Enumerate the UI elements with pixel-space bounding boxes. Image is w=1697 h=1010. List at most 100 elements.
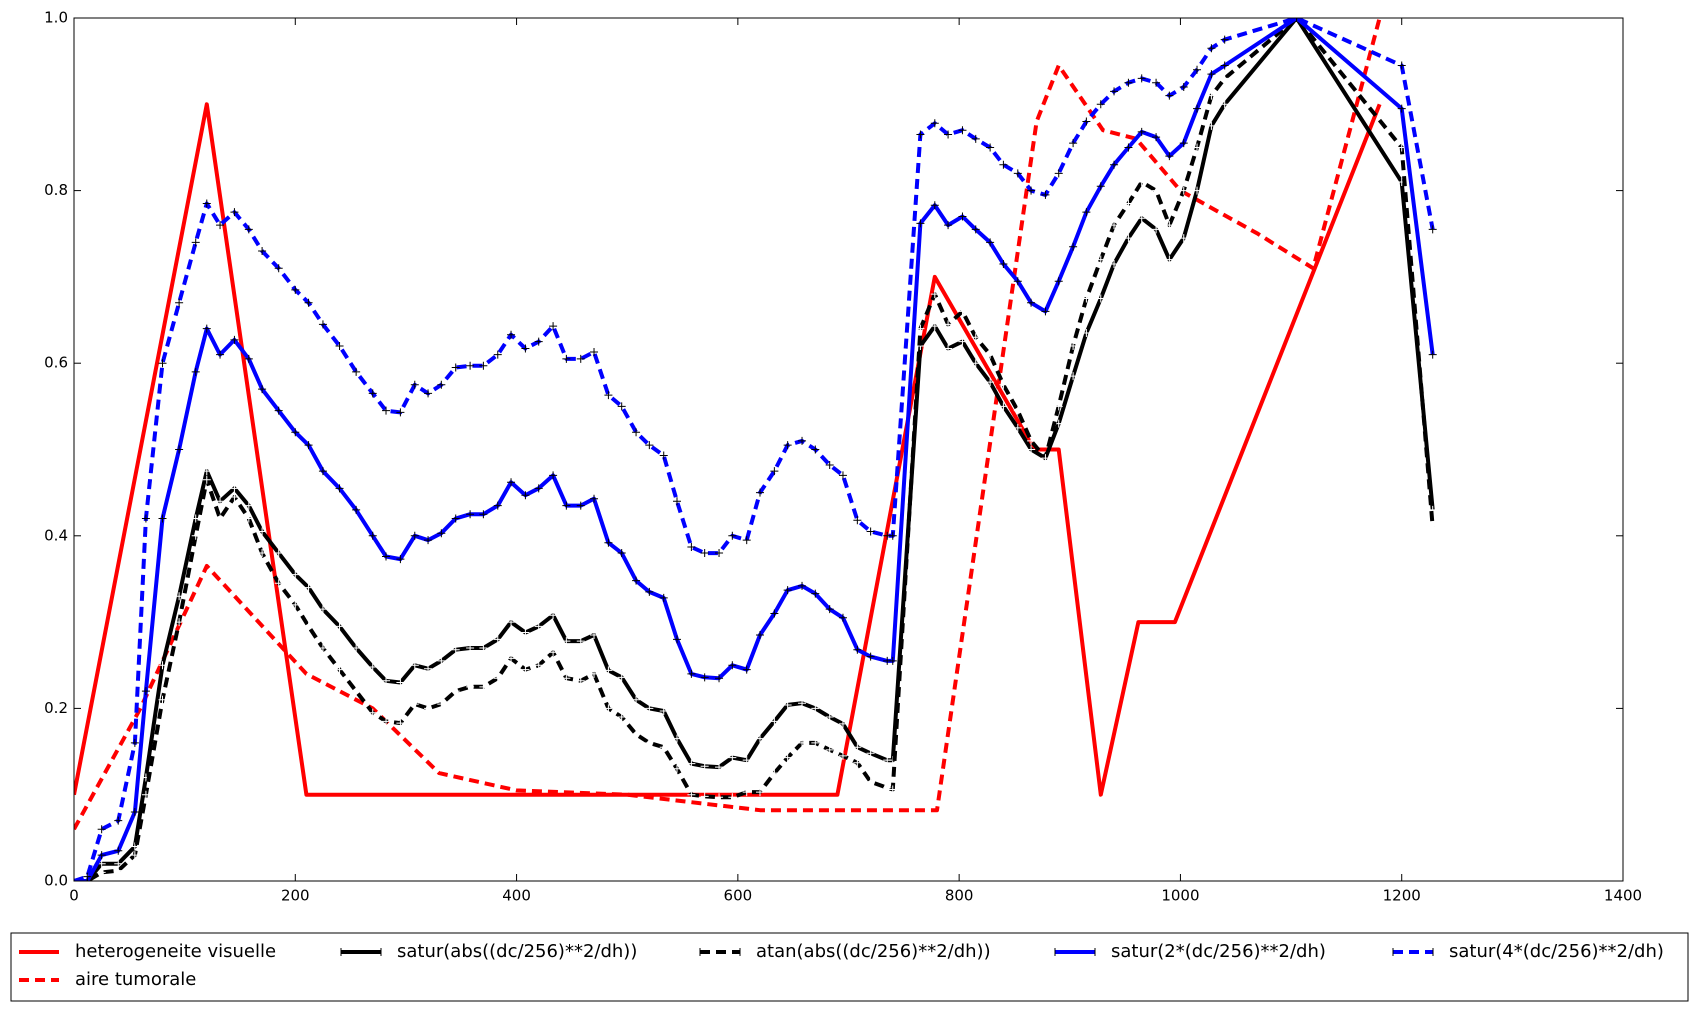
point-marker <box>352 687 361 696</box>
point-marker <box>958 126 967 135</box>
point-marker <box>576 637 585 646</box>
point-marker <box>755 631 764 640</box>
point-marker <box>930 290 939 299</box>
point-marker <box>507 478 516 487</box>
legend-label: atan(abs((dc/256)**2/dh)) <box>756 941 991 962</box>
point-marker <box>549 471 558 480</box>
point-marker <box>549 648 558 657</box>
plot-area <box>74 18 1437 881</box>
point-marker <box>1220 61 1229 70</box>
point-marker <box>838 751 847 760</box>
point-marker <box>1152 133 1161 142</box>
point-marker <box>673 635 682 644</box>
point-marker <box>202 475 211 484</box>
point-marker <box>888 531 897 540</box>
point-marker <box>274 264 283 273</box>
legend-label: heterogeneite visuelle <box>75 941 276 962</box>
point-marker <box>507 618 516 627</box>
point-marker <box>1220 74 1229 83</box>
x-tick-label: 0 <box>69 887 79 905</box>
point-marker <box>479 361 488 370</box>
point-marker <box>114 846 123 855</box>
point-marker <box>728 531 737 540</box>
point-marker <box>396 555 405 564</box>
y-tick-label: 0.4 <box>44 526 68 544</box>
point-marker <box>715 549 724 558</box>
point-marker <box>1082 208 1091 217</box>
point-marker <box>645 587 654 596</box>
point-marker <box>1027 186 1036 195</box>
series-line <box>74 102 1382 797</box>
point-marker <box>437 380 446 389</box>
point-marker <box>1054 169 1063 178</box>
point-marker <box>590 631 599 640</box>
point-marker <box>318 467 327 476</box>
point-marker <box>916 130 925 139</box>
point-marker <box>396 719 405 728</box>
point-marker <box>1428 225 1437 234</box>
point-marker <box>1165 152 1174 161</box>
point-marker <box>1041 454 1050 463</box>
point-marker <box>645 441 654 450</box>
point-marker <box>291 600 300 609</box>
point-marker <box>230 335 239 344</box>
legend-label: satur(2*(dc/256)**2/dh) <box>1111 941 1326 962</box>
point-marker <box>866 652 875 661</box>
point-marker <box>1041 307 1050 316</box>
point-marker <box>576 354 585 363</box>
point-marker <box>410 661 419 670</box>
point-marker <box>866 749 875 758</box>
point-marker <box>1137 177 1146 186</box>
point-marker <box>1013 423 1022 432</box>
point-marker <box>1069 341 1078 350</box>
point-marker <box>97 868 106 877</box>
point-marker <box>352 367 361 376</box>
point-marker <box>687 790 696 799</box>
point-marker <box>1193 143 1202 152</box>
point-marker <box>451 645 460 654</box>
point-marker <box>1179 186 1188 195</box>
point-marker <box>770 717 779 726</box>
y-tick-label: 0.0 <box>44 872 68 890</box>
point-marker <box>866 777 875 786</box>
point-marker <box>632 695 641 704</box>
point-marker <box>562 501 571 510</box>
point-marker <box>382 676 391 685</box>
point-marker <box>191 514 200 523</box>
point-marker <box>318 605 327 614</box>
point-marker <box>838 613 847 622</box>
point-marker <box>853 516 862 525</box>
point-marker <box>130 851 139 860</box>
point-marker <box>1179 139 1188 148</box>
point-marker <box>770 609 779 618</box>
point-marker <box>838 719 847 728</box>
point-marker <box>191 238 200 247</box>
point-marker <box>853 645 862 654</box>
point-marker <box>715 763 724 772</box>
point-marker <box>1110 221 1119 230</box>
point-marker <box>853 758 862 767</box>
x-tick-label: 800 <box>945 887 974 905</box>
y-tick-label: 0.8 <box>44 181 68 199</box>
point-marker <box>700 762 709 771</box>
point-marker <box>576 676 585 685</box>
point-marker <box>1027 298 1036 307</box>
point-marker <box>1013 277 1022 286</box>
point-marker <box>1137 127 1146 136</box>
point-marker <box>971 134 980 143</box>
x-tick-label: 1000 <box>1161 887 1199 905</box>
point-marker <box>1207 121 1216 130</box>
point-marker <box>888 785 897 794</box>
point-marker <box>318 320 327 329</box>
point-marker <box>673 734 682 743</box>
point-marker <box>368 708 377 717</box>
point-marker <box>687 669 696 678</box>
point-marker <box>216 514 225 523</box>
point-marker <box>258 385 267 394</box>
point-marker <box>230 208 239 217</box>
point-marker <box>466 510 475 519</box>
point-marker <box>130 842 139 851</box>
point-marker <box>1397 104 1406 113</box>
point-marker <box>1027 436 1036 445</box>
point-marker <box>742 788 751 797</box>
